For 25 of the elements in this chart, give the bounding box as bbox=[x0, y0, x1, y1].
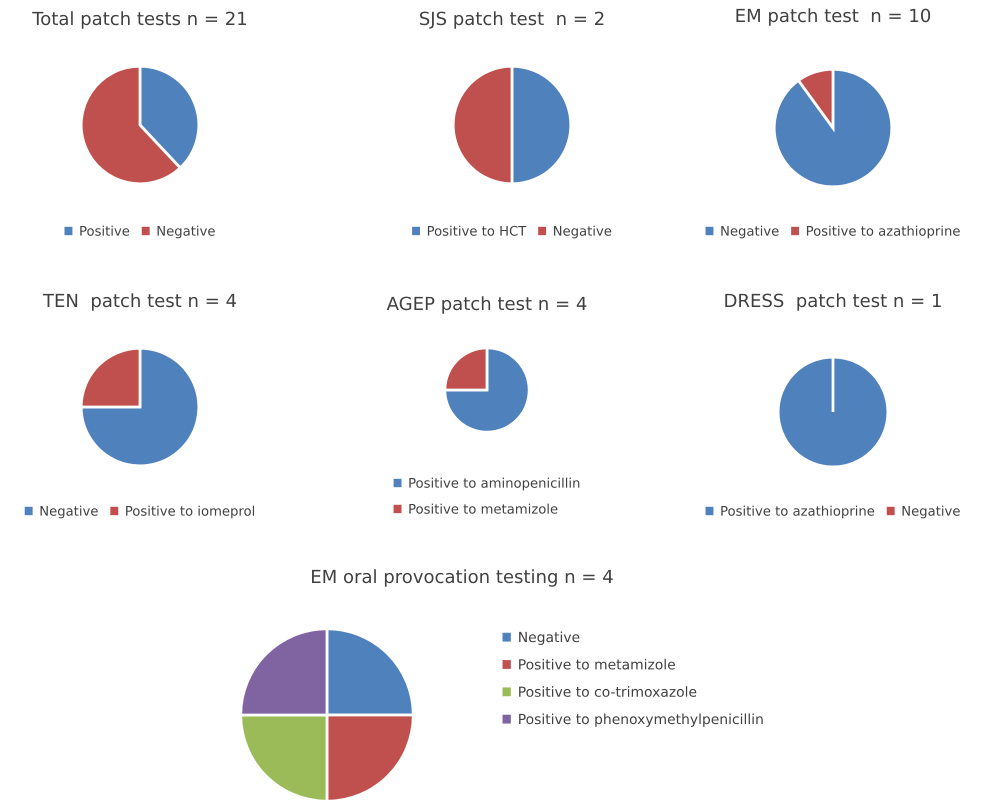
legend-label: Positive to azathioprine bbox=[806, 226, 960, 238]
chart-title: EM oral provocation testing n = 4 bbox=[312, 569, 613, 587]
legend-label: Positive to iomeprol bbox=[126, 506, 254, 518]
pie-slice bbox=[443, 346, 531, 434]
legend-label: Negative bbox=[519, 632, 580, 645]
legend-label: Negative bbox=[40, 506, 98, 518]
chart-title: Total patch tests n = 21 bbox=[32, 11, 246, 29]
pie-slice bbox=[80, 346, 200, 468]
chart-title: EM patch test n = 10 bbox=[736, 8, 930, 26]
legend-label: Positive to aminopenicillin bbox=[409, 478, 580, 490]
legend-label: Positive to phenoxymethylpenicillin bbox=[519, 713, 763, 727]
legend-label: Positive to HCT bbox=[428, 226, 526, 236]
legend-label: Positive bbox=[80, 226, 130, 236]
chart-title: DRESS patch test n = 1 bbox=[725, 293, 941, 311]
legend-label: Negative bbox=[554, 226, 612, 238]
legend-label: Negative bbox=[902, 506, 960, 518]
chart-title: AGEP patch test n = 4 bbox=[386, 296, 586, 314]
legend-label: Positive to azathioprine bbox=[721, 506, 874, 518]
legend-label: Positive to metamizole bbox=[409, 504, 558, 514]
legend-label: Negative bbox=[158, 226, 215, 238]
chart-title: SJS patch test n = 2 bbox=[420, 11, 604, 29]
legend-label: Negative bbox=[721, 226, 779, 238]
legend-label: Positive to co-trimoxazole bbox=[519, 686, 696, 697]
legend-label: Positive to metamizole bbox=[519, 658, 675, 670]
chart-title: TEN patch test n = 4 bbox=[42, 293, 236, 311]
